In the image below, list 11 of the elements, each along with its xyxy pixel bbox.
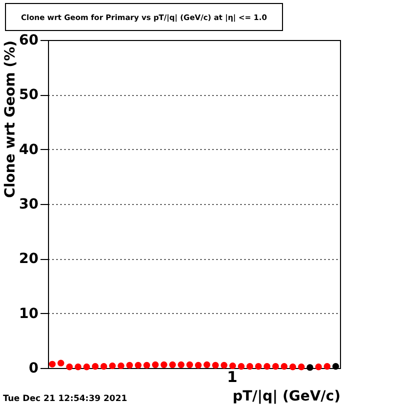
y-tick-label: 50 (19, 87, 39, 104)
y-tick-label: 30 (19, 196, 39, 212)
y-axis-title: Clone wrt Geom (%) (2, 40, 18, 198)
y-tick-label: 0 (28, 360, 39, 376)
y-tick-label: 40 (19, 142, 39, 158)
y-tick-label: 20 (19, 251, 39, 268)
text: Tue Dec 21 12:54:39 2021 (3, 394, 128, 404)
y-tick-label: 10 (19, 306, 39, 322)
y-tick-label: 60 (19, 32, 39, 48)
x-axis-title: pT/|q| (GeV/c) (232, 388, 340, 404)
annotation: 1 (227, 368, 238, 386)
